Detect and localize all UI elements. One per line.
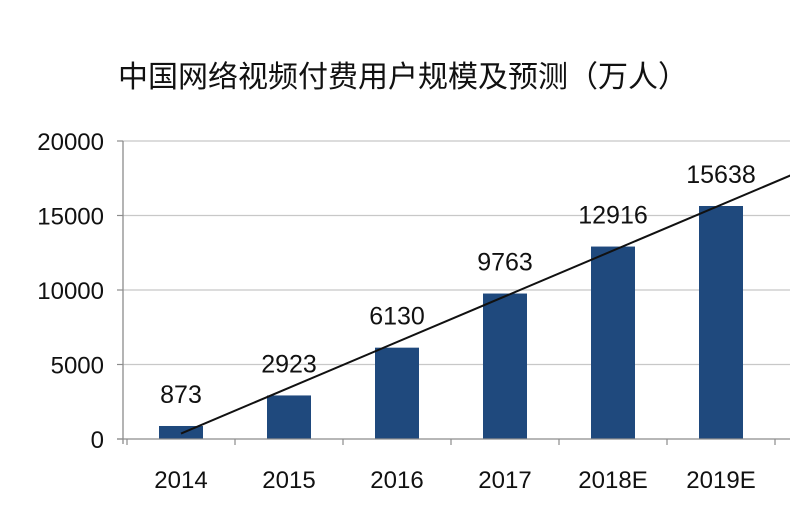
x-tick-label: 2016 — [370, 467, 423, 494]
axes: 0 5000 10000 15000 20000 2014 2015 2016 2017 2018… — [37, 129, 790, 494]
y-tick-label: 0 — [91, 427, 104, 454]
data-label: 12916 — [578, 202, 648, 230]
bar-2016 — [375, 347, 419, 439]
bar-2018E — [591, 246, 635, 439]
y-tick-label: 5000 — [51, 353, 104, 380]
gridlines — [123, 140, 790, 366]
data-label: 15638 — [686, 161, 756, 189]
bar-2019E — [699, 205, 743, 439]
data-label: 9763 — [477, 249, 533, 277]
chart-title: 中国网络视频付费用户规模及预测（万人） — [118, 60, 688, 95]
trendline — [180, 174, 790, 435]
bar-2017 — [483, 293, 527, 439]
bars — [159, 205, 743, 439]
bar-2015 — [267, 395, 311, 439]
data-labels: 873 2923 6130 9763 12916 15638 — [160, 161, 756, 409]
x-tick-label: 2017 — [478, 467, 531, 494]
y-tick-label: 10000 — [37, 278, 104, 305]
data-label: 873 — [160, 381, 202, 409]
data-label: 2923 — [261, 350, 317, 378]
x-tick-label: 2018E — [578, 467, 647, 494]
y-tick-label: 15000 — [37, 204, 104, 231]
trend-line — [180, 174, 790, 435]
data-label: 6130 — [369, 303, 425, 331]
y-tick-label: 20000 — [37, 129, 104, 156]
x-tick-label: 2015 — [262, 467, 315, 494]
x-tick-label: 2014 — [154, 467, 207, 494]
x-tick-label: 2019E — [686, 467, 755, 494]
